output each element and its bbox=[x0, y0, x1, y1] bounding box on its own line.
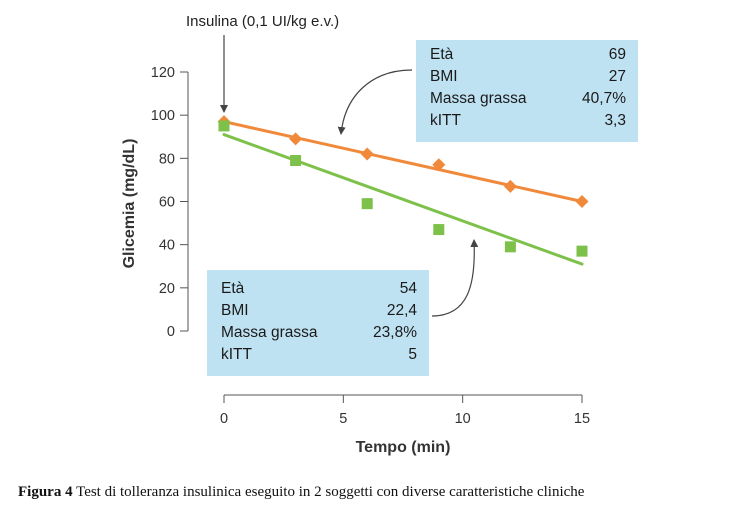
series-1-trendline bbox=[222, 120, 584, 203]
y-tick-label: 60 bbox=[159, 195, 175, 211]
figure-caption: Figura 4 Test di tolleranza insulinica e… bbox=[18, 484, 738, 501]
info-row-value: 40,7% bbox=[582, 90, 626, 107]
series-2-trendline bbox=[222, 133, 584, 266]
info-row: kITT 3,3 bbox=[430, 110, 626, 132]
series-2-point bbox=[433, 224, 445, 236]
info-row: Massa grassa 23,8% bbox=[221, 322, 417, 344]
series-2-point bbox=[504, 241, 516, 253]
series-1-point bbox=[289, 132, 303, 146]
caption-text: Test di tolleranza insulinica eseguito i… bbox=[72, 484, 585, 500]
y-tick-label: 0 bbox=[167, 324, 175, 340]
x-tick-label: 10 bbox=[455, 411, 471, 427]
info-row-label: kITT bbox=[430, 112, 461, 129]
info-row: Età 54 bbox=[221, 278, 417, 300]
axes: 0 20 40 60 80 100 120 Glicemia (mg/dL) 0 5 10 15 Tem… bbox=[121, 65, 590, 456]
subject-2-arrow bbox=[431, 239, 479, 317]
info-row-value: 3,3 bbox=[604, 112, 626, 129]
x-tick-label: 0 bbox=[220, 411, 228, 427]
info-row-label: Età bbox=[430, 46, 454, 63]
insulin-annotation-label: Insulina (0,1 UI/kg e.v.) bbox=[186, 13, 339, 30]
x-tick-label: 15 bbox=[574, 411, 590, 427]
info-row: kITT 5 bbox=[221, 344, 417, 366]
info-box-subject-2: Età 54 BMI 22,4 Massa grassa 23,8% kITT 5 bbox=[207, 270, 429, 376]
info-row: Massa grassa 40,7% bbox=[430, 88, 626, 110]
info-row-value: 23,8% bbox=[373, 324, 417, 341]
series-2-point bbox=[290, 154, 302, 166]
info-row-label: Massa grassa bbox=[430, 90, 527, 107]
series-layer bbox=[217, 115, 589, 266]
info-row-label: kITT bbox=[221, 346, 252, 363]
y-tick-label: 100 bbox=[151, 108, 175, 124]
x-tick-label: 5 bbox=[339, 411, 347, 427]
info-row-label: Età bbox=[221, 280, 245, 297]
info-row-label: BMI bbox=[430, 68, 458, 85]
info-row-value: 5 bbox=[408, 346, 417, 363]
info-row-value: 22,4 bbox=[386, 302, 417, 319]
y-axis-label: Glicemia (mg/dL) bbox=[121, 139, 138, 269]
info-row: Età 69 bbox=[430, 44, 626, 66]
series-2-point bbox=[576, 245, 588, 257]
chart: 0 20 40 60 80 100 120 Glicemia (mg/dL) 0 5 10 15 Tem… bbox=[121, 13, 590, 456]
info-row-value: 27 bbox=[608, 68, 626, 85]
info-row-label: Massa grassa bbox=[221, 324, 318, 341]
series-1-point bbox=[432, 158, 446, 172]
info-row: BMI 27 bbox=[430, 66, 626, 88]
series-2-point bbox=[361, 198, 373, 210]
info-row-label: BMI bbox=[221, 302, 249, 319]
y-tick-label: 40 bbox=[159, 238, 175, 254]
y-tick-label: 120 bbox=[151, 65, 175, 81]
info-row-value: 69 bbox=[608, 46, 626, 63]
series-1-point bbox=[503, 179, 517, 193]
y-tick-label: 20 bbox=[159, 281, 175, 297]
annotation-layer: Insulina (0,1 UI/kg e.v.) bbox=[186, 13, 479, 317]
series-2-point bbox=[218, 120, 230, 132]
info-row-value: 54 bbox=[399, 280, 417, 297]
info-row: BMI 22,4 bbox=[221, 300, 417, 322]
caption-label: Figura 4 bbox=[18, 484, 73, 500]
series-1-point bbox=[575, 195, 589, 208]
subject-1-arrow bbox=[337, 69, 413, 135]
y-tick-label: 80 bbox=[159, 151, 175, 167]
x-axis-label: Tempo (min) bbox=[356, 439, 451, 456]
series-1-point bbox=[360, 147, 374, 161]
info-box-subject-1: Età 69 BMI 27 Massa grassa 40,7% kITT 3,3 bbox=[416, 40, 638, 142]
